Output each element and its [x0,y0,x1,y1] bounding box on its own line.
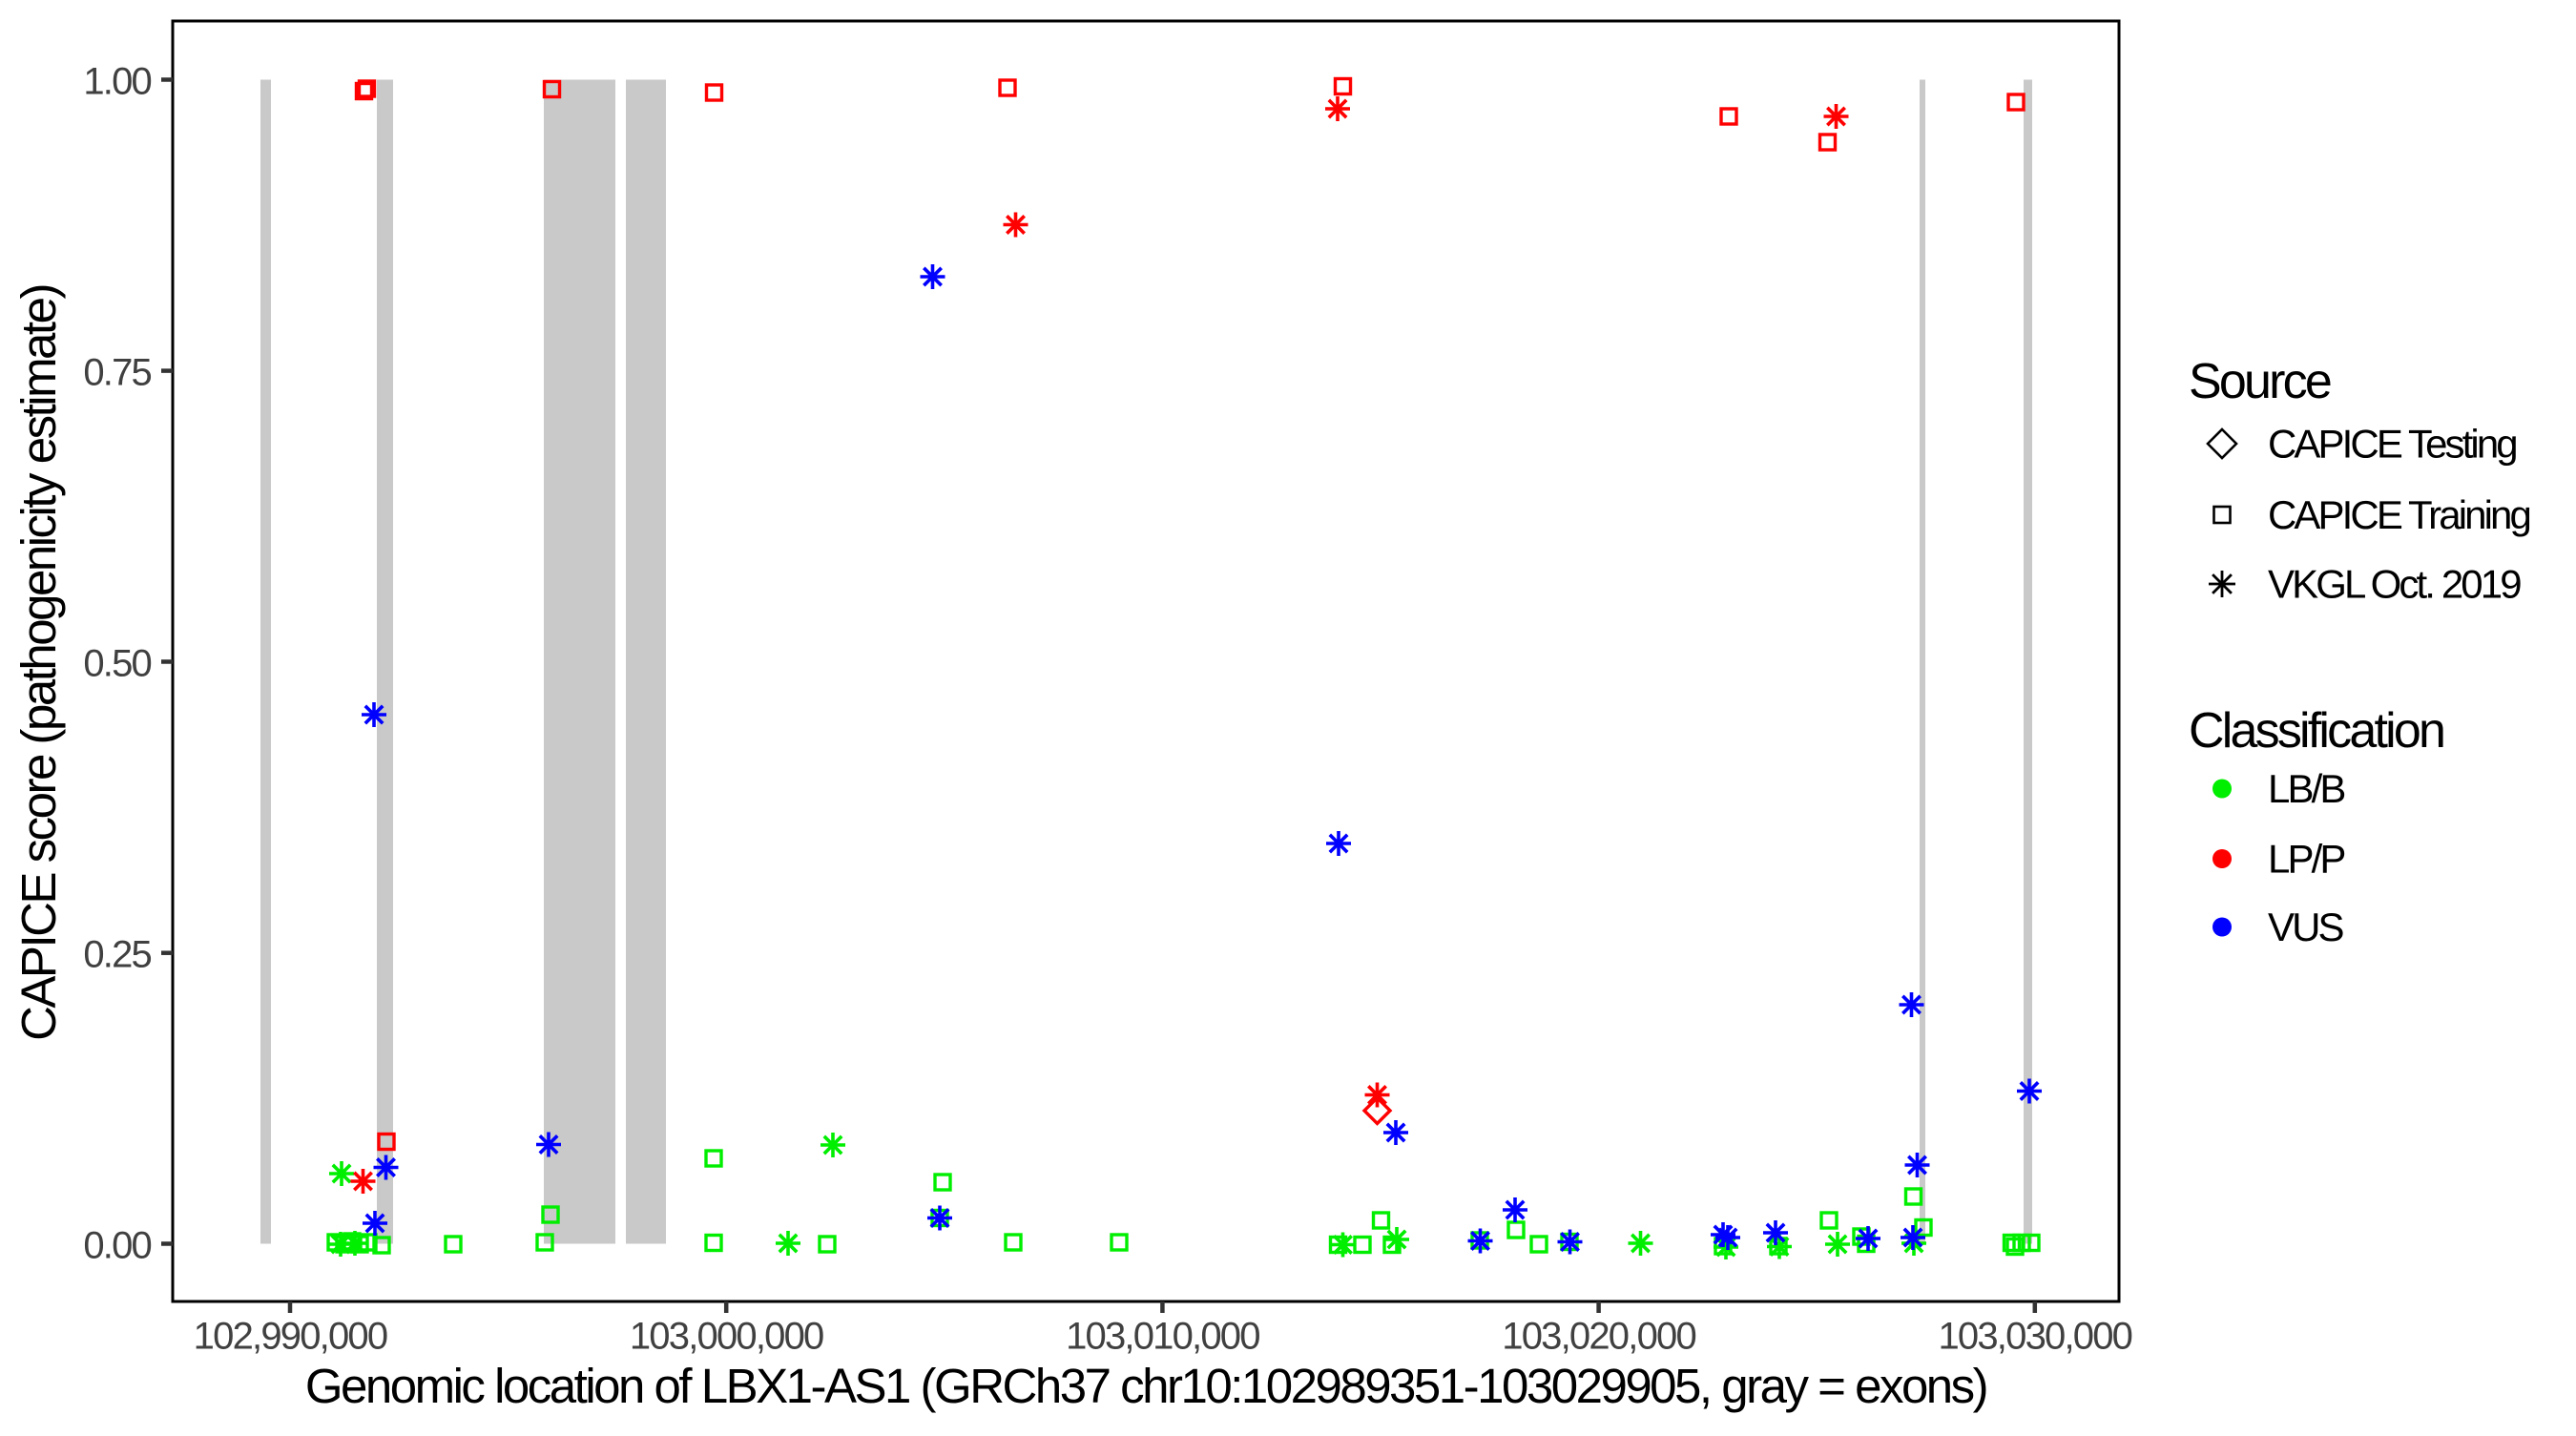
svg-text:0.25: 0.25 [83,934,151,976]
svg-text:Classification: Classification [2189,703,2443,759]
svg-text:CAPICE score (pathogenicity es: CAPICE score (pathogenicity estimate) [11,285,66,1041]
svg-text:CAPICE Testing: CAPICE Testing [2268,422,2516,467]
svg-text:VKGL Oct. 2019: VKGL Oct. 2019 [2268,562,2521,607]
svg-text:Genomic location of LBX1-AS1 (: Genomic location of LBX1-AS1 (GRCh37 chr… [305,1359,1986,1413]
svg-text:LP/P: LP/P [2268,837,2344,882]
svg-text:LB/B: LB/B [2268,766,2344,811]
svg-text:VUS: VUS [2268,905,2344,949]
svg-text:CAPICE Training: CAPICE Training [2268,492,2530,537]
svg-text:103,020,000: 103,020,000 [1502,1316,1695,1358]
svg-text:103,010,000: 103,010,000 [1066,1316,1259,1358]
svg-text:0.75: 0.75 [83,352,151,394]
svg-text:0.00: 0.00 [83,1225,151,1267]
svg-text:Source: Source [2189,354,2331,409]
svg-text:103,030,000: 103,030,000 [1938,1316,2131,1358]
svg-text:1.00: 1.00 [83,61,151,103]
svg-text:102,990,000: 102,990,000 [194,1316,387,1358]
svg-text:103,000,000: 103,000,000 [630,1316,823,1358]
svg-text:0.50: 0.50 [83,643,151,685]
